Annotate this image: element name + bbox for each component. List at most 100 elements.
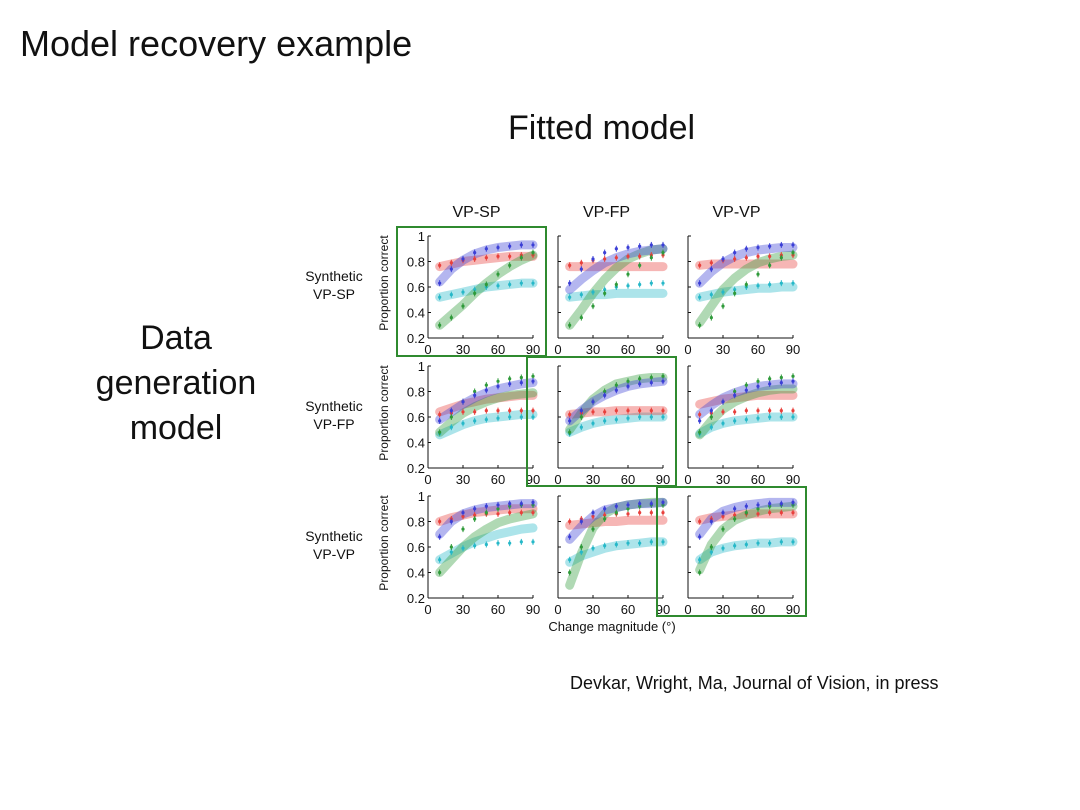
- data-point-green: [568, 570, 572, 575]
- subplot: 0 30 60 90: [554, 235, 670, 357]
- data-point-blue: [591, 510, 595, 515]
- data-point-red: [744, 409, 748, 413]
- data-point-blue: [709, 267, 713, 271]
- data-generation-label: Data generation model: [70, 316, 282, 452]
- data-point-cyan: [531, 281, 535, 285]
- x-tick-label: 90: [526, 472, 540, 487]
- data-point-red: [638, 510, 642, 515]
- data-point-red: [779, 510, 783, 515]
- data-point-blue: [733, 393, 737, 397]
- data-point-blue: [519, 380, 523, 385]
- data-point-green: [579, 316, 583, 320]
- data-point-green: [508, 377, 512, 381]
- data-point-red: [461, 410, 465, 414]
- data-point-red: [591, 514, 595, 519]
- data-point-blue: [744, 504, 748, 508]
- data-point-cyan: [473, 287, 477, 292]
- data-point-green: [438, 570, 442, 575]
- data-point-cyan: [614, 417, 618, 422]
- x-tick-label: 0: [684, 472, 691, 487]
- data-point-red: [508, 510, 512, 515]
- data-point-blue: [638, 382, 642, 386]
- data-point-red: [649, 510, 653, 515]
- data-point-red: [626, 512, 630, 516]
- data-point-blue: [568, 535, 572, 539]
- y-tick-label: 1: [418, 489, 425, 504]
- data-point-red: [614, 409, 618, 413]
- data-point-cyan: [768, 541, 772, 545]
- data-point-blue: [698, 535, 702, 539]
- data-point-red: [591, 410, 595, 414]
- data-point-blue: [484, 504, 488, 508]
- data-point-green: [496, 379, 500, 383]
- data-point-blue: [614, 504, 618, 508]
- data-point-blue: [649, 243, 653, 247]
- data-point-cyan: [484, 542, 488, 547]
- row-header-line: VP-VP: [313, 546, 355, 562]
- data-point-green: [768, 377, 772, 381]
- data-point-cyan: [519, 281, 523, 285]
- citation: Devkar, Wright, Ma, Journal of Vision, i…: [570, 673, 939, 693]
- data-point-blue: [756, 245, 760, 250]
- data-point-red: [698, 519, 702, 524]
- data-point-red: [661, 409, 665, 413]
- subplot: 0.2 0.4 0.6 0.8 1 0 30 60 90: [396, 226, 547, 357]
- data-point-green: [461, 527, 465, 531]
- data-point-green: [603, 291, 607, 295]
- data-point-red: [568, 412, 572, 417]
- data-point-cyan: [779, 540, 783, 544]
- data-point-blue: [508, 382, 512, 386]
- subplot: 0 30 60 90: [656, 486, 807, 617]
- data-point-blue: [661, 243, 665, 247]
- data-point-cyan: [568, 558, 572, 562]
- data-point-blue: [661, 379, 665, 383]
- data-point-blue: [733, 250, 737, 255]
- x-tick-label: 90: [786, 602, 800, 617]
- y-tick-label: 0.6: [407, 410, 425, 425]
- data-point-red: [698, 263, 702, 267]
- data-point-cyan: [709, 293, 713, 297]
- data-point-blue: [508, 502, 512, 506]
- data-point-red: [461, 514, 465, 519]
- data-point-cyan: [756, 284, 760, 288]
- data-point-blue: [768, 502, 772, 506]
- y-tick-label: 0.2: [407, 591, 425, 606]
- data-point-red: [568, 519, 572, 524]
- data-point-green: [756, 507, 760, 511]
- data-point-red: [791, 409, 795, 413]
- data-point-red: [496, 254, 500, 258]
- data-point-red: [603, 513, 607, 517]
- x-tick-label: 30: [586, 602, 600, 617]
- data-point-red: [756, 254, 760, 258]
- data-point-green: [709, 545, 713, 549]
- data-point-cyan: [791, 540, 795, 544]
- y-tick-label: 1: [418, 229, 425, 244]
- data-point-green: [438, 430, 442, 434]
- data-point-green: [603, 517, 607, 521]
- data-point-blue: [438, 281, 442, 285]
- data-point-cyan: [709, 550, 713, 554]
- data-point-green: [496, 272, 500, 276]
- data-point-cyan: [614, 542, 618, 547]
- data-point-green: [473, 291, 477, 295]
- data-point-blue: [709, 409, 713, 413]
- data-point-blue: [496, 245, 500, 250]
- fit-band-green: [565, 244, 668, 330]
- data-point-cyan: [649, 415, 653, 419]
- data-point-red: [519, 510, 523, 515]
- y-axis-label: Proportion correct: [377, 495, 391, 591]
- x-tick-label: 0: [554, 602, 561, 617]
- data-point-blue: [733, 507, 737, 511]
- column-header: VP-VP: [712, 204, 760, 221]
- data-point-blue: [461, 257, 465, 261]
- data-point-cyan: [579, 550, 583, 554]
- data-point-blue: [484, 247, 488, 251]
- x-tick-label: 0: [554, 472, 561, 487]
- data-point-green: [519, 256, 523, 260]
- data-point-cyan: [568, 295, 572, 299]
- x-tick-label: 60: [491, 602, 505, 617]
- data-point-green: [709, 415, 713, 419]
- y-tick-label: 0.8: [407, 255, 425, 270]
- data-point-red: [438, 519, 442, 524]
- data-point-blue: [768, 244, 772, 248]
